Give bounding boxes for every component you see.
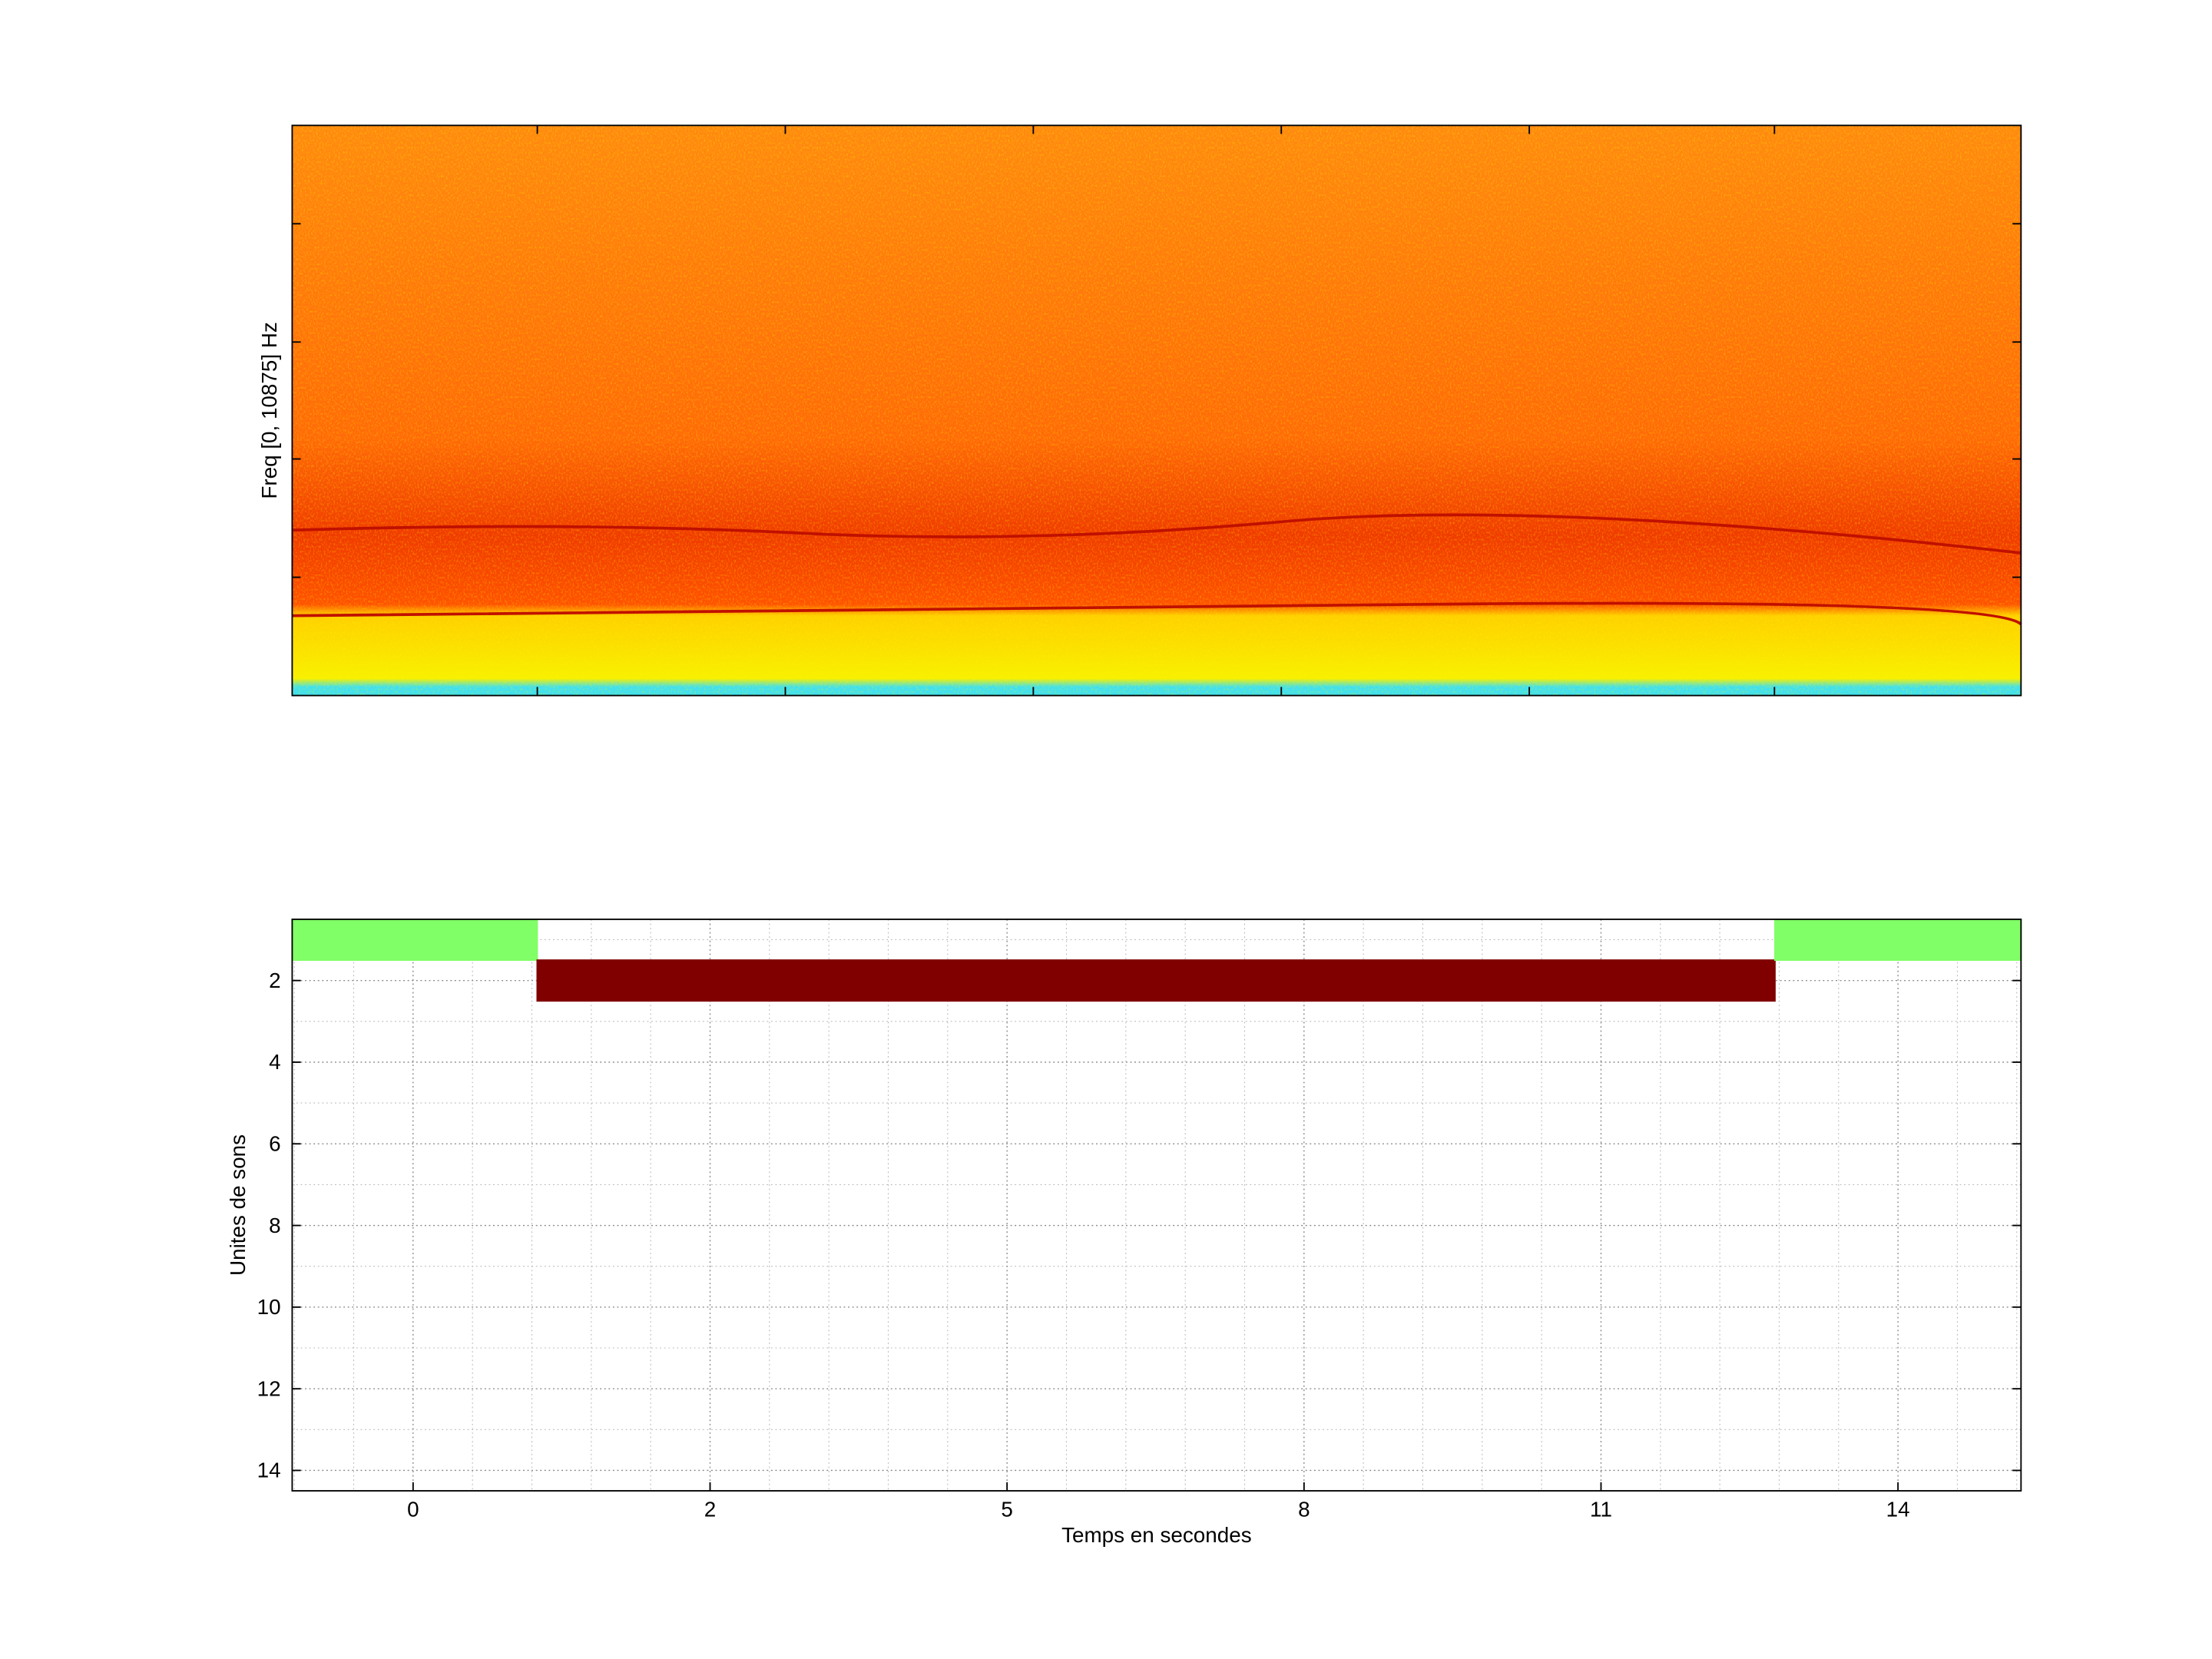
spectrogram-trace	[292, 601, 2022, 626]
y-tick-label: 14	[257, 1459, 281, 1482]
segments-panel: 0 2 5 8 11 14 2 4 6 8 10 12 14 Temps en secondes Unite…	[226, 918, 2022, 1547]
y-axis-label: Unites de sons	[226, 1134, 250, 1276]
y-axis-label: Freq [0, 10875] Hz	[257, 322, 281, 498]
spectrogram-texture	[292, 125, 2022, 696]
spectrogram-panel: Freq [0, 10875] Hz	[257, 124, 2022, 697]
segment	[1774, 918, 2022, 961]
segment	[291, 918, 538, 961]
tick-marks	[292, 125, 2022, 696]
x-tick-label: 14	[1886, 1497, 1910, 1521]
y-tick-label: 12	[257, 1376, 281, 1400]
x-tick-label: 8	[1298, 1497, 1310, 1521]
segment	[536, 959, 1776, 1002]
x-tick-label: 2	[704, 1497, 716, 1521]
x-tick-label: 5	[1001, 1497, 1012, 1521]
y-tick-label: 8	[269, 1214, 280, 1237]
y-tick-label: 4	[269, 1050, 280, 1074]
y-tick-label: 10	[257, 1295, 281, 1319]
y-tick-label: 2	[269, 969, 280, 992]
x-axis-label: Temps en secondes	[1061, 1523, 1252, 1547]
spectrogram-trace	[292, 513, 2022, 555]
axes-box	[291, 918, 2022, 1492]
x-tick-label: 11	[1590, 1497, 1612, 1521]
y-tick-label: 6	[269, 1132, 280, 1156]
plot-area	[292, 919, 2022, 1492]
x-tick-label: 0	[407, 1497, 419, 1521]
axes-box	[291, 124, 2022, 697]
